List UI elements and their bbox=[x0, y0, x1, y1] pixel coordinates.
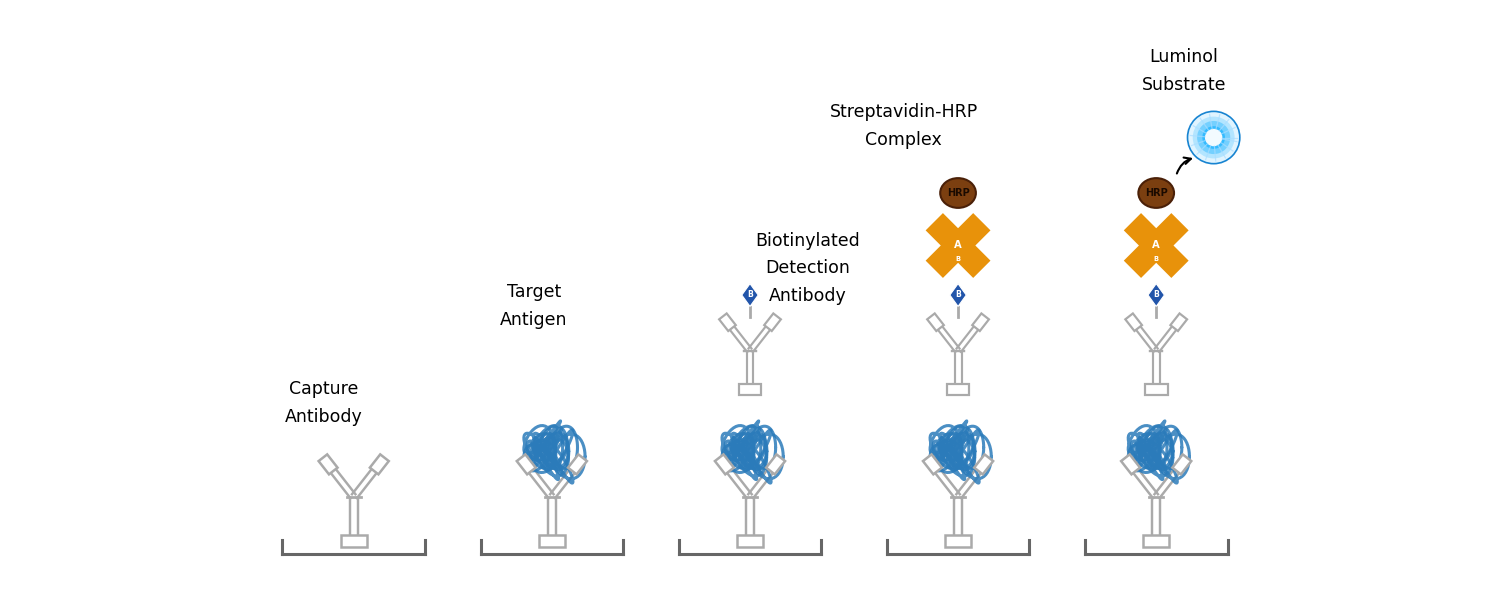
Text: Biotinylated: Biotinylated bbox=[754, 232, 859, 250]
Bar bbox=[945, 535, 970, 547]
Text: Antigen: Antigen bbox=[501, 311, 568, 329]
Polygon shape bbox=[927, 313, 944, 331]
Text: B: B bbox=[956, 256, 960, 262]
Text: A: A bbox=[954, 240, 962, 250]
Bar bbox=[538, 535, 564, 547]
Bar bbox=[1144, 384, 1167, 395]
Text: B: B bbox=[1154, 290, 1160, 299]
Circle shape bbox=[1203, 126, 1225, 149]
Text: Luminol: Luminol bbox=[1149, 48, 1218, 66]
Polygon shape bbox=[972, 313, 988, 331]
Text: Substrate: Substrate bbox=[1142, 76, 1226, 94]
Circle shape bbox=[1204, 129, 1222, 146]
Polygon shape bbox=[718, 313, 736, 331]
Circle shape bbox=[1197, 121, 1230, 154]
Text: Target: Target bbox=[507, 283, 561, 301]
Text: Antibody: Antibody bbox=[768, 287, 846, 305]
Text: HRP: HRP bbox=[1144, 188, 1167, 198]
Bar bbox=[340, 535, 366, 547]
Ellipse shape bbox=[940, 178, 976, 208]
Text: HRP: HRP bbox=[946, 188, 969, 198]
Polygon shape bbox=[716, 454, 734, 475]
Polygon shape bbox=[1173, 454, 1191, 475]
Ellipse shape bbox=[1138, 178, 1174, 208]
Text: B: B bbox=[747, 290, 753, 299]
Polygon shape bbox=[950, 284, 966, 307]
Polygon shape bbox=[318, 454, 338, 475]
Bar bbox=[1143, 535, 1168, 547]
Text: B: B bbox=[956, 290, 962, 299]
Polygon shape bbox=[568, 454, 586, 475]
Bar bbox=[736, 535, 764, 547]
Polygon shape bbox=[742, 284, 758, 307]
Polygon shape bbox=[764, 313, 782, 331]
Text: Streptavidin-HRP: Streptavidin-HRP bbox=[830, 103, 978, 121]
Polygon shape bbox=[518, 454, 536, 475]
Polygon shape bbox=[370, 454, 388, 475]
Circle shape bbox=[1188, 112, 1240, 164]
Circle shape bbox=[1192, 116, 1234, 158]
Polygon shape bbox=[1125, 313, 1142, 331]
Text: Antibody: Antibody bbox=[285, 408, 363, 426]
Text: Complex: Complex bbox=[865, 131, 942, 149]
Bar bbox=[946, 384, 969, 395]
Polygon shape bbox=[1170, 313, 1186, 331]
Text: Detection: Detection bbox=[765, 259, 850, 277]
Bar bbox=[738, 384, 762, 395]
Polygon shape bbox=[1148, 284, 1164, 307]
Text: A: A bbox=[1152, 240, 1160, 250]
Polygon shape bbox=[766, 454, 784, 475]
Polygon shape bbox=[922, 454, 942, 475]
Polygon shape bbox=[1120, 454, 1140, 475]
Text: B: B bbox=[1154, 256, 1158, 262]
Text: Capture: Capture bbox=[290, 380, 358, 398]
Polygon shape bbox=[974, 454, 993, 475]
